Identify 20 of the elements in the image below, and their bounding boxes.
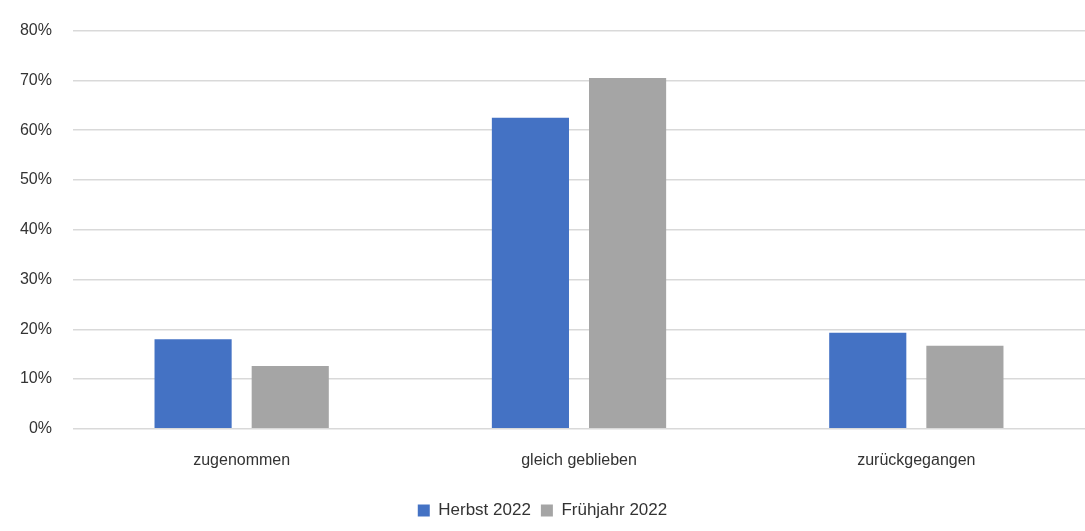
y-tick-label: 20%	[19, 319, 52, 337]
y-tick-label: 30%	[19, 269, 52, 287]
y-tick-label: 50%	[19, 170, 52, 188]
legend-label: Frühjahr 2022	[561, 500, 668, 520]
bar	[589, 77, 667, 429]
bar	[154, 339, 232, 429]
bar	[829, 332, 907, 429]
y-tick-label: 40%	[19, 220, 52, 238]
y-tick-label: 60%	[19, 120, 52, 138]
y-tick-label: 0%	[28, 419, 52, 437]
bar	[491, 117, 569, 429]
x-tick-label: zurückgegangen	[857, 450, 976, 468]
legend-label: Herbst 2022	[438, 500, 531, 520]
y-tick-label: 70%	[19, 70, 52, 88]
y-tick-label: 80%	[19, 21, 52, 39]
x-tick-label: zugenommen	[193, 450, 291, 468]
bar	[251, 366, 329, 429]
y-tick-label: 10%	[19, 369, 52, 387]
bar	[926, 345, 1004, 429]
x-tick-label: gleich geblieben	[521, 450, 637, 468]
